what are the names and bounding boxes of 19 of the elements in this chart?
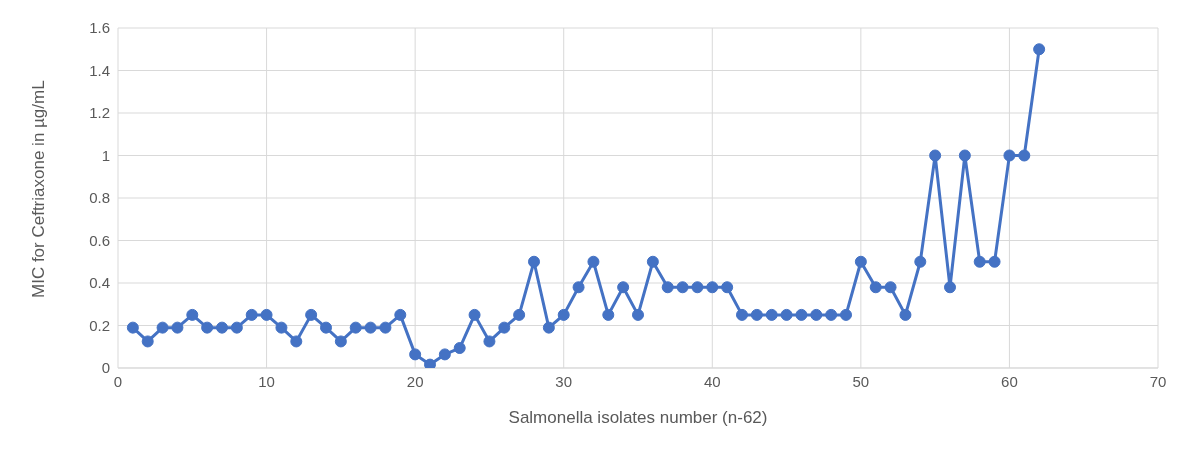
y-axis-title: MIC for Ceftriaxone in µg/mL [29, 80, 49, 298]
x-tick-label: 50 [852, 372, 870, 390]
y-tick-label: 1.6 [89, 19, 110, 37]
y-tick-label: 0.6 [89, 231, 110, 249]
x-axis-title: Salmonella isolates number (n-62) [508, 408, 768, 427]
x-tick-label: 20 [406, 372, 424, 390]
x-tick-label: 0 [113, 372, 123, 390]
x-tick-label: 70 [1149, 372, 1167, 390]
x-tick-label: 40 [703, 372, 721, 390]
y-tick-label: 1.2 [89, 104, 110, 122]
y-tick-label: 1 [101, 146, 110, 164]
y-tick-label: 0.8 [89, 189, 110, 207]
y-tick-label: 0.4 [89, 274, 110, 292]
y-tick-label: 0.2 [89, 316, 110, 334]
y-tick-label: 0 [101, 359, 110, 377]
x-tick-label: 30 [555, 372, 573, 390]
x-tick-label: 60 [1001, 372, 1018, 390]
y-tick-label: 1.4 [89, 61, 110, 79]
x-tick-label: 10 [258, 372, 275, 390]
